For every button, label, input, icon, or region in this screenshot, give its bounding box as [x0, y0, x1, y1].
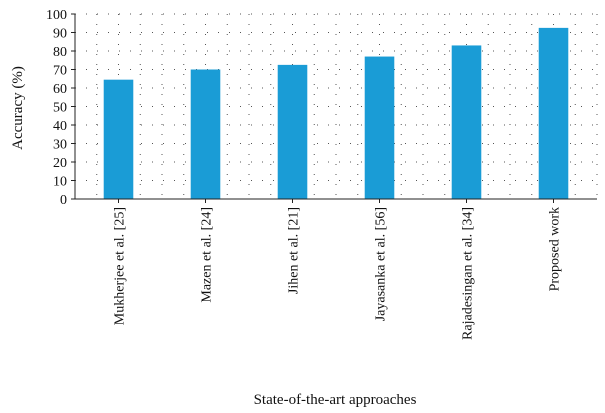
x-tick-label: Rajadesingan et al. [34] [461, 207, 476, 340]
y-tick-label: 70 [53, 64, 67, 79]
y-tick-label: 20 [53, 156, 67, 171]
x-tick-label: Mukherjee et al. [25] [113, 207, 128, 325]
y-tick-label: 60 [53, 82, 67, 97]
axes [74, 14, 597, 200]
grid [75, 13, 598, 199]
y-tick-label: 80 [53, 45, 67, 60]
y-tick-label: 40 [53, 119, 67, 134]
x-axis-label: State-of-the-art approaches [254, 392, 417, 408]
bar [538, 27, 569, 199]
y-tick-label: 0 [60, 193, 67, 208]
x-tick-label: Proposed work [548, 207, 563, 291]
bar [103, 79, 134, 199]
x-tick-label: Mazen et al. [24] [200, 207, 215, 303]
y-axis-label: Accuracy (%) [10, 66, 26, 150]
bar [364, 56, 395, 199]
y-ticks: 0 10 20 30 40 50 60 70 80 90 100 [46, 8, 75, 208]
x-tick-label: Jayasanka et al. [56] [374, 207, 389, 321]
x-tick-label: Jihen et al. [21] [287, 207, 302, 294]
bar [451, 45, 482, 200]
y-tick-label: 100 [46, 8, 67, 23]
bars [103, 27, 569, 200]
x-tick-labels: Mukherjee et al. [25] Mazen et al. [24] Ji… [113, 199, 563, 340]
y-tick-label: 90 [53, 27, 67, 42]
y-tick-label: 50 [53, 101, 67, 116]
bar [190, 69, 221, 199]
bar [277, 64, 308, 199]
y-tick-label: 10 [53, 175, 67, 190]
y-tick-label: 30 [53, 138, 67, 153]
